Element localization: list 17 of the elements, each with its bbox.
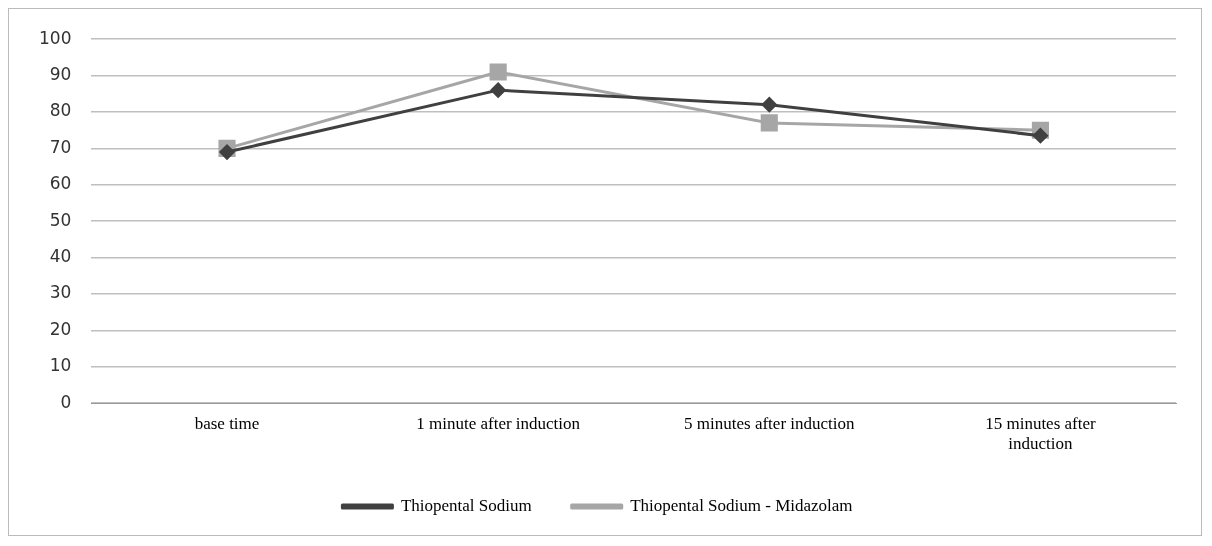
y-tick-label: 20 xyxy=(49,318,72,339)
x-tick-label: 5 minutes after induction xyxy=(684,413,856,433)
y-tick-label: 10 xyxy=(49,355,72,376)
legend-label: Thiopental Sodium xyxy=(400,495,532,515)
y-tick-label: 30 xyxy=(49,282,72,303)
y-tick-label: 100 xyxy=(38,27,72,48)
y-tick-label: 40 xyxy=(49,246,72,267)
y-tick-label: 0 xyxy=(60,391,72,412)
y-tick-label: 60 xyxy=(49,173,72,194)
x-tick-label: 15 minutes after induction xyxy=(985,413,1096,454)
y-tick-label: 90 xyxy=(49,64,72,85)
x-tick-label: base time xyxy=(194,413,260,433)
y-tick-label: 70 xyxy=(49,136,72,157)
y-tick-label: 80 xyxy=(49,100,72,121)
y-tick-label: 50 xyxy=(49,209,72,230)
x-tick-label: 1 minute after induction xyxy=(416,413,581,433)
legend-label: Thiopental Sodium - Midazolam xyxy=(630,495,853,515)
